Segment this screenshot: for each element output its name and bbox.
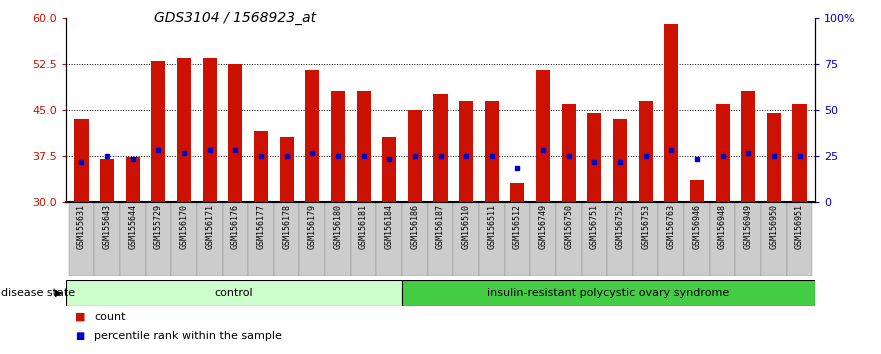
Bar	[300, 202, 325, 276]
Text: GSM156179: GSM156179	[307, 204, 317, 249]
Bar	[274, 202, 300, 276]
Bar	[787, 202, 812, 276]
Bar	[145, 202, 171, 276]
Text: GSM156750: GSM156750	[564, 204, 574, 249]
Text: GDS3104 / 1568923_at: GDS3104 / 1568923_at	[154, 11, 316, 25]
Text: GSM156763: GSM156763	[667, 204, 676, 249]
Bar	[510, 183, 524, 202]
Text: GSM156950: GSM156950	[769, 204, 779, 249]
Bar	[126, 157, 140, 202]
Text: GSM156948: GSM156948	[718, 204, 727, 249]
Bar	[633, 202, 658, 276]
Bar	[74, 119, 88, 202]
Text: GSM156510: GSM156510	[462, 204, 470, 249]
Bar	[613, 119, 627, 202]
Bar	[664, 24, 678, 202]
Bar	[690, 180, 704, 202]
Text: ■: ■	[75, 331, 84, 341]
Text: ■: ■	[75, 312, 85, 322]
Bar	[588, 113, 602, 202]
Text: GSM156187: GSM156187	[436, 204, 445, 249]
Text: GSM156752: GSM156752	[616, 204, 625, 249]
Bar	[100, 159, 115, 202]
Bar	[741, 91, 755, 202]
Bar	[479, 202, 505, 276]
Bar	[459, 101, 473, 202]
Bar	[120, 202, 145, 276]
Text: GSM156512: GSM156512	[513, 204, 522, 249]
Text: GSM156180: GSM156180	[333, 204, 343, 249]
Text: GSM156751: GSM156751	[590, 204, 599, 249]
Text: GSM156749: GSM156749	[538, 204, 548, 249]
Bar	[402, 280, 815, 306]
Text: GSM156181: GSM156181	[359, 204, 368, 249]
Bar	[203, 58, 217, 202]
Bar	[279, 137, 293, 202]
Bar	[793, 104, 807, 202]
Text: GSM156951: GSM156951	[795, 204, 804, 249]
Bar	[254, 131, 268, 202]
Text: percentile rank within the sample: percentile rank within the sample	[94, 331, 282, 341]
Bar	[171, 202, 196, 276]
Bar	[177, 58, 191, 202]
Text: GSM156178: GSM156178	[282, 204, 291, 249]
Bar	[228, 64, 242, 202]
Text: GSM156511: GSM156511	[487, 204, 496, 249]
Bar	[382, 137, 396, 202]
Bar	[69, 202, 94, 276]
Bar	[710, 202, 736, 276]
Text: GSM156946: GSM156946	[692, 204, 701, 249]
Bar	[305, 70, 319, 202]
Bar	[331, 91, 345, 202]
Bar	[607, 202, 633, 276]
Bar	[433, 95, 448, 202]
Text: count: count	[94, 312, 126, 322]
Bar	[454, 202, 479, 276]
Text: insulin-resistant polycystic ovary syndrome: insulin-resistant polycystic ovary syndr…	[487, 288, 729, 298]
Text: GSM156177: GSM156177	[256, 204, 265, 249]
Text: GSM155729: GSM155729	[154, 204, 163, 249]
Bar	[556, 202, 581, 276]
Text: GSM156170: GSM156170	[180, 204, 189, 249]
Bar	[427, 202, 454, 276]
Text: GSM156184: GSM156184	[385, 204, 394, 249]
Bar	[658, 202, 685, 276]
Bar	[736, 202, 761, 276]
Bar	[402, 202, 427, 276]
Text: GSM156176: GSM156176	[231, 204, 240, 249]
Text: disease state: disease state	[1, 288, 75, 298]
Bar	[485, 101, 499, 202]
Bar	[223, 202, 248, 276]
Bar	[715, 104, 729, 202]
Bar	[248, 202, 274, 276]
Text: GSM156186: GSM156186	[411, 204, 419, 249]
Bar	[376, 202, 402, 276]
Bar	[357, 91, 371, 202]
Bar	[530, 202, 556, 276]
Bar	[152, 61, 166, 202]
Text: GSM156753: GSM156753	[641, 204, 650, 249]
Bar	[562, 104, 576, 202]
Text: ▶: ▶	[55, 288, 63, 298]
Text: GSM156949: GSM156949	[744, 204, 752, 249]
Bar	[66, 280, 402, 306]
Bar	[581, 202, 607, 276]
Text: GSM155644: GSM155644	[129, 204, 137, 249]
Text: GSM155631: GSM155631	[77, 204, 86, 249]
Bar	[639, 101, 653, 202]
Bar	[325, 202, 351, 276]
Bar	[408, 110, 422, 202]
Bar	[196, 202, 223, 276]
Bar	[505, 202, 530, 276]
Text: GSM156171: GSM156171	[205, 204, 214, 249]
Text: GSM155643: GSM155643	[102, 204, 112, 249]
Bar	[761, 202, 787, 276]
Bar	[536, 70, 550, 202]
Bar	[685, 202, 710, 276]
Bar	[351, 202, 376, 276]
Bar	[766, 113, 781, 202]
Bar	[94, 202, 120, 276]
Text: control: control	[215, 288, 253, 298]
